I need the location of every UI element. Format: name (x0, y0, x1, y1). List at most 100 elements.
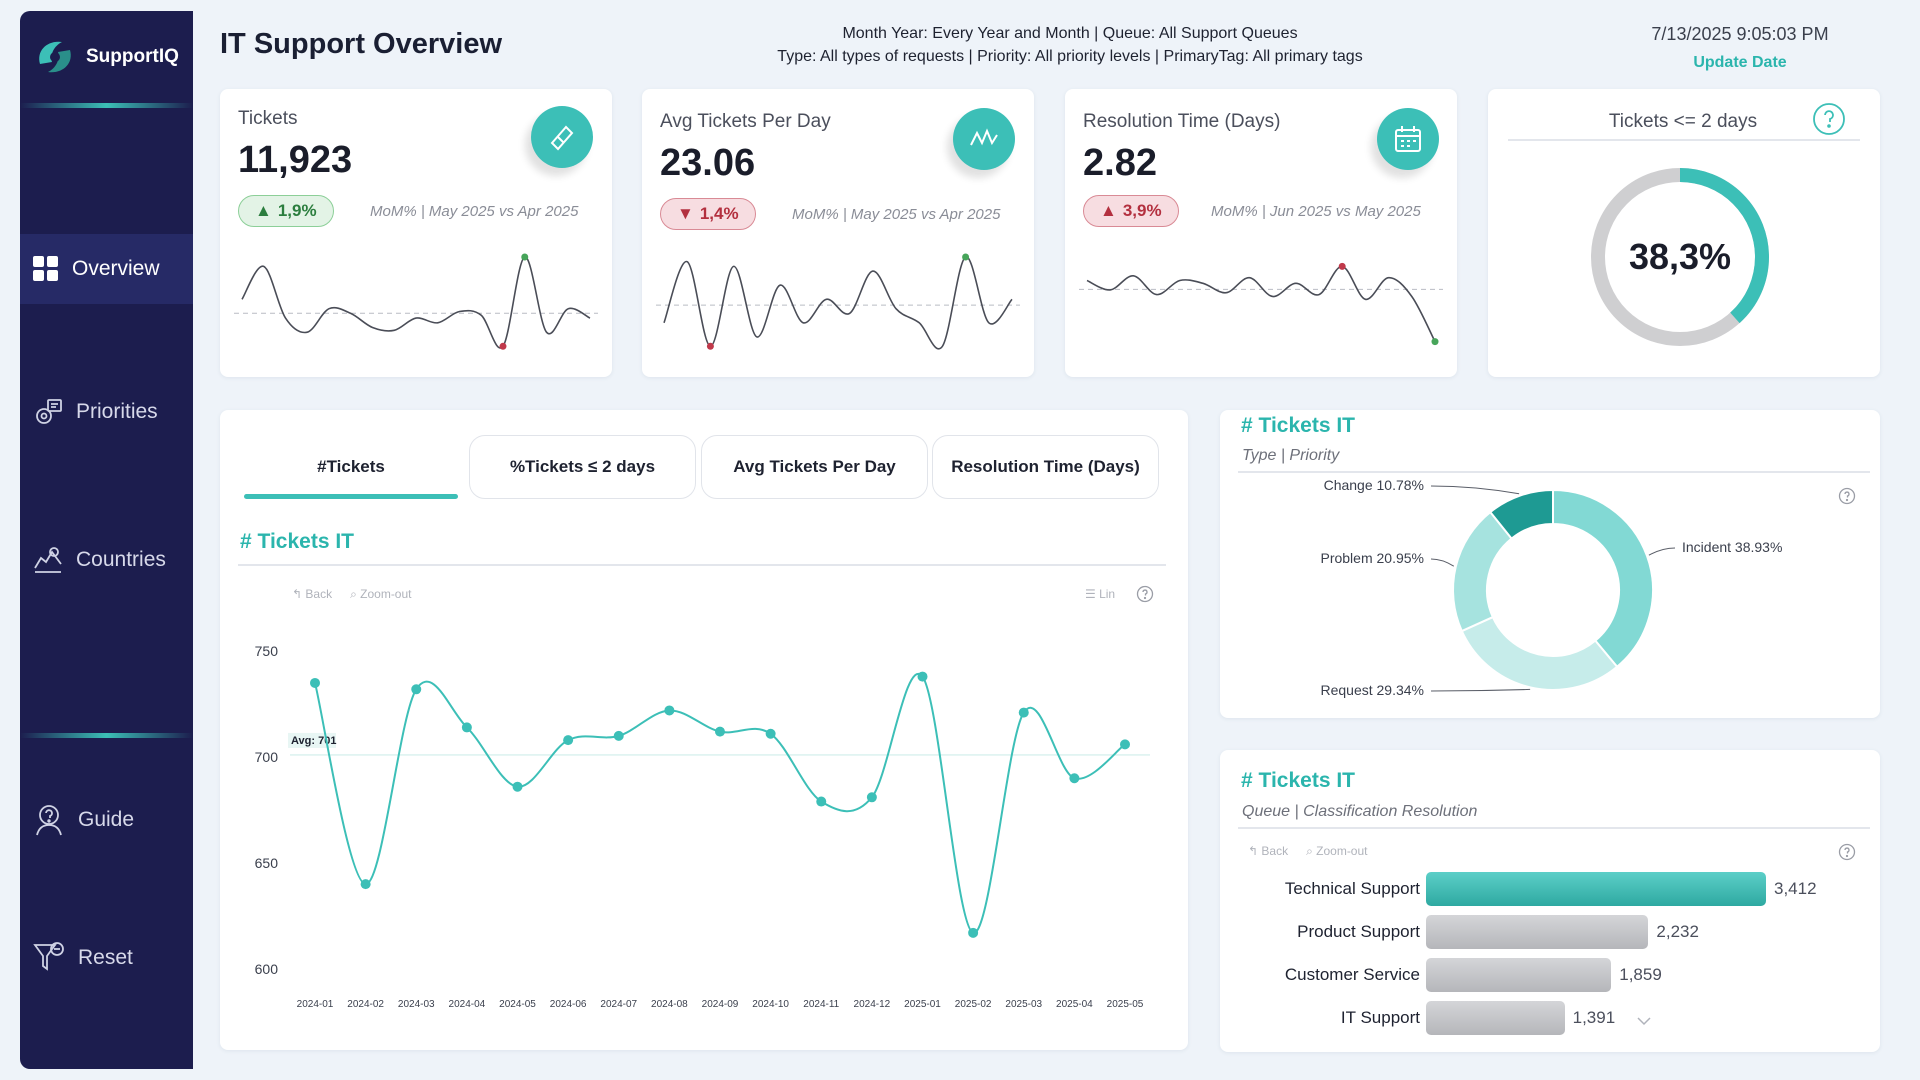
donut-slice-request[interactable] (1460, 615, 1619, 691)
kpi-icon-badge (1377, 108, 1439, 170)
kpi-label: Tickets (238, 108, 298, 129)
data-point[interactable] (917, 671, 928, 682)
help-icon[interactable] (1136, 585, 1154, 603)
section-subtitle: Queue | Classification Resolution (1242, 803, 1478, 820)
data-point[interactable] (968, 927, 979, 938)
nav-label: Guide (78, 808, 135, 831)
sparkline-high-point (962, 253, 970, 261)
tab-pct-tickets-2-days[interactable]: %Tickets ≤ 2 days (469, 435, 696, 499)
data-point[interactable] (512, 781, 523, 792)
zoom-icon: ⌕ (1306, 844, 1317, 858)
x-tick-label: 2025-03 (1005, 999, 1042, 1010)
back-arrow-icon: ↰ (1248, 844, 1262, 858)
back-arrow-icon: ↰ (292, 587, 306, 601)
kpi-card-tickets-within-2-days: Tickets <= 2 days 38,3% (1488, 89, 1880, 377)
x-tick-label: 2024-07 (600, 999, 637, 1010)
kpi-card-resolution-time: Resolution Time (Days) 2.82 ▲ 3,9% MoM% |… (1065, 89, 1457, 377)
x-tick-label: 2024-06 (550, 999, 587, 1010)
nav-item-countries[interactable]: Countries (20, 525, 193, 595)
data-point[interactable] (411, 684, 422, 695)
kpi-sparkline (1079, 262, 1443, 346)
x-tick-label: 2024-01 (297, 999, 334, 1010)
chart-controls: ↰ Back ⌕ Zoom-out (1248, 844, 1368, 859)
y-tick-label: 600 (255, 961, 279, 977)
help-icon[interactable] (1811, 101, 1847, 137)
nav-item-overview[interactable]: Overview (20, 234, 193, 304)
back-button[interactable]: ↰ Back (1248, 844, 1288, 859)
section-title: # Tickets IT (240, 530, 355, 553)
kpi-delta: 3,9% (1122, 201, 1162, 220)
data-point[interactable] (563, 735, 574, 746)
y-tick-label: 650 (255, 855, 279, 871)
nav-item-priorities[interactable]: Priorities (20, 377, 193, 447)
x-tick-label: 2024-10 (752, 999, 789, 1010)
bar-category-label: IT Support (1340, 1008, 1420, 1027)
nav-label: Countries (76, 548, 166, 571)
x-tick-label: 2025-01 (904, 999, 941, 1010)
section-title: # Tickets IT (1241, 769, 1356, 792)
kpi-label: Resolution Time (Days) (1083, 111, 1281, 132)
slice-label: Problem 20.95% (1320, 550, 1424, 566)
kpi-card-avg-tickets-per-day: Avg Tickets Per Day 23.06 ▼ 1,4% MoM% | M… (642, 89, 1034, 377)
donut-slice-change[interactable] (1488, 488, 1554, 540)
donut-slice-problem[interactable] (1452, 510, 1514, 633)
countries-icon (34, 547, 62, 573)
sparkline-high-point (521, 253, 529, 261)
bar-value-label: 1,859 (1619, 965, 1662, 984)
bar-technical-support[interactable] (1426, 872, 1766, 906)
kpi-value: 2.82 (1083, 142, 1157, 184)
x-tick-label: 2024-03 (398, 999, 435, 1010)
bar-product-support[interactable] (1426, 915, 1649, 949)
data-point[interactable] (765, 728, 776, 739)
bar-customer-service[interactable] (1426, 958, 1612, 992)
sparkline-path (1086, 265, 1436, 342)
tab-label: #Tickets (317, 457, 385, 476)
filter-reset-icon (33, 942, 64, 971)
data-point[interactable] (664, 705, 675, 716)
data-point[interactable] (613, 730, 624, 741)
chevron-down-icon[interactable] (1636, 1016, 1652, 1026)
logo-icon (39, 41, 71, 73)
tab-avg-tickets-per-day[interactable]: Avg Tickets Per Day (701, 435, 928, 499)
x-tick-label: 2024-04 (449, 999, 486, 1010)
zoom-out-button[interactable]: ⌕ Zoom-out (350, 587, 411, 602)
x-tick-label: 2024-12 (854, 999, 891, 1010)
x-tick-label: 2024-02 (347, 999, 384, 1010)
kpi-delta-badge: ▼ 1,4% (660, 198, 756, 230)
average-label-bg (288, 732, 336, 748)
brand-name: SupportIQ (86, 46, 179, 67)
section-title: # Tickets IT (1241, 414, 1356, 437)
nav-item-reset[interactable]: Reset (20, 923, 193, 993)
tab-resolution-time[interactable]: Resolution Time (Days) (932, 435, 1159, 499)
back-button[interactable]: ↰ Back (292, 587, 332, 602)
kpi-delta-badge: ▲ 1,9% (238, 195, 334, 227)
kpi-compare-period: MoM% | May 2025 vs Apr 2025 (370, 203, 579, 220)
nav-item-guide[interactable]: Guide (20, 785, 193, 855)
data-point[interactable] (715, 726, 725, 737)
data-point[interactable] (360, 879, 371, 890)
zoom-out-button[interactable]: ⌕ Zoom-out (1306, 844, 1367, 859)
donut-chart: Incident 38.93% Request 29.34% Problem 20.… (1320, 477, 1782, 698)
card-rule (1508, 139, 1860, 141)
arrow-up-icon: ▲ (1100, 201, 1117, 220)
help-icon[interactable] (1838, 843, 1856, 861)
data-point[interactable] (310, 677, 320, 688)
kpi-sparkline (656, 253, 1020, 350)
data-point[interactable] (461, 722, 472, 733)
data-point[interactable] (1069, 773, 1080, 784)
control-label: Back (1261, 844, 1289, 858)
data-point[interactable] (816, 796, 827, 807)
control-label: Back (305, 587, 333, 601)
donut-slice-incident[interactable] (1552, 488, 1654, 669)
data-point[interactable] (1018, 707, 1029, 718)
help-icon[interactable] (1838, 487, 1856, 505)
update-date-link[interactable]: Update Date (1693, 54, 1787, 71)
kpi-label: Tickets <= 2 days (1608, 111, 1758, 132)
data-point[interactable] (866, 792, 877, 803)
data-point[interactable] (1120, 739, 1130, 750)
bar-it-support[interactable] (1426, 1001, 1565, 1035)
section-subtitle: Type | Priority (1242, 447, 1340, 464)
scale-control[interactable]: ☰ Lin (1085, 587, 1115, 601)
tab-tickets[interactable]: #Tickets (244, 435, 458, 499)
slice-label: Incident 38.93% (1682, 539, 1782, 555)
